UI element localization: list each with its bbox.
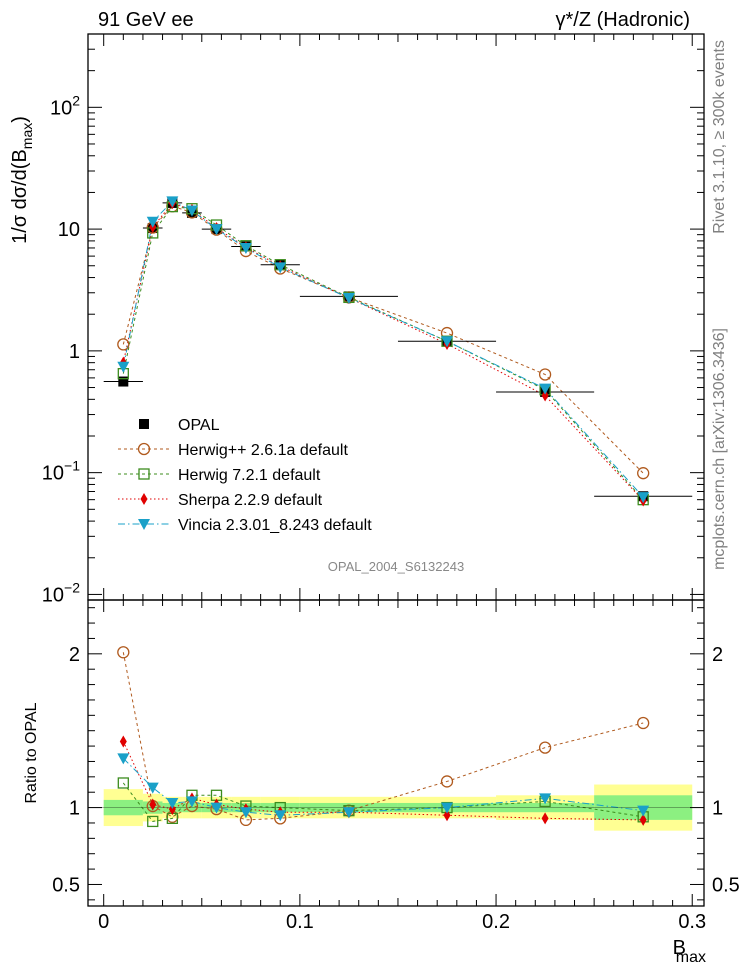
- title-left: 91 GeV ee: [98, 9, 194, 31]
- y-tick-label: 1: [69, 341, 80, 363]
- series-3-point: [239, 242, 252, 254]
- ratio-2-point: [639, 813, 647, 826]
- series-3-point: [274, 262, 287, 274]
- ratio-3-point: [539, 793, 552, 805]
- y-tick-base: 10: [42, 584, 64, 606]
- x-tick-label: 0.2: [482, 911, 510, 933]
- ratio-2-point: [443, 809, 451, 822]
- ratio-3-point: [117, 753, 130, 765]
- ratio-2-point: [149, 798, 157, 811]
- ratio-0-point: [538, 741, 552, 754]
- x-axis-label-sub: max: [676, 949, 706, 966]
- opal-point: [118, 376, 129, 387]
- ratio-line-0: [122, 652, 644, 821]
- ratio-3-point: [637, 805, 650, 817]
- ratio-1-point: [147, 815, 159, 828]
- y-axis-label-main: 1/σ dσ/d(B: [9, 149, 31, 244]
- y-tick-exponent: −1: [64, 458, 80, 474]
- analysis-watermark: OPAL_2004_S6132243: [328, 559, 464, 574]
- y-axis-label: 1/σ dσ/d(Bmax): [9, 116, 35, 244]
- y-tick-exponent: 2: [72, 92, 80, 108]
- legend-opal-label: OPAL: [178, 417, 220, 434]
- legend-opal-marker: [139, 419, 149, 429]
- ratio-line-1: [122, 782, 644, 822]
- ratio-3-point: [441, 802, 454, 814]
- ratio-3-point: [274, 810, 287, 822]
- ratio-3-point: [342, 807, 355, 819]
- legend-marker-2: [140, 493, 148, 505]
- y-tick-label: 10: [58, 219, 80, 241]
- series-3-point: [637, 492, 650, 504]
- series-3-point: [146, 216, 159, 228]
- ratio-2-point: [541, 812, 549, 825]
- main-plot-frame: [87, 33, 705, 601]
- rivet-info: Rivet 3.1.10, ≥ 300k events: [711, 40, 728, 234]
- ratio-2-point: [168, 803, 176, 816]
- title-right: γ*/Z (Hadronic): [556, 9, 690, 31]
- series-3-point: [210, 224, 223, 236]
- legend: OPAL Herwig++ 2.6.1a default Herwig 7.2.1 …: [118, 417, 372, 534]
- ratio-3-point: [146, 782, 159, 794]
- svg-text:1/σ dσ/d(Bmax): 1/σ dσ/d(Bmax): [9, 116, 35, 244]
- y-tick-label: 10−2: [42, 579, 80, 606]
- ratio-tick-label: 2: [69, 644, 80, 666]
- mcplots-info: mcplots.cern.ch [arXiv:1306.3436]: [711, 328, 728, 570]
- series-3-point: [166, 196, 179, 208]
- x-tick-label: 0.3: [678, 911, 706, 933]
- ratio-3-point: [210, 802, 223, 814]
- ratio-tick-label-right: 2: [712, 644, 723, 666]
- y-tick-base: 10: [58, 219, 80, 241]
- y-tick-label: 10−1: [42, 458, 80, 485]
- y-tick-exponent: −2: [64, 579, 80, 595]
- y-tick-label: 102: [50, 92, 80, 119]
- ratio-1-point: [117, 777, 129, 789]
- series-lines: [88, 200, 704, 822]
- ratio-0-point: [117, 646, 130, 659]
- series-3-point: [342, 292, 355, 304]
- series-0-point: [117, 338, 130, 351]
- legend-label-1: Herwig 7.2.1 default: [178, 467, 321, 484]
- ratio-tick-label-right: 1: [712, 798, 723, 820]
- legend-marker-3: [138, 519, 150, 530]
- ratio-0-point: [440, 775, 454, 788]
- x-axis-label-main: B: [673, 937, 686, 959]
- ratio-tick-label: 0.5: [52, 874, 80, 896]
- x-tick-label: 0: [98, 911, 109, 933]
- ratio-plot-frame: [87, 599, 705, 907]
- ratio-tick-label-right: 0.5: [712, 874, 740, 896]
- series-3-point: [539, 383, 552, 395]
- ratio-0-point: [637, 716, 650, 730]
- x-tick-label: 0.1: [286, 911, 314, 933]
- y-axis-label-sub: max: [19, 123, 35, 149]
- legend-marker-1: [138, 468, 150, 480]
- ratio-2-point: [119, 735, 127, 748]
- ratio-axis-label: Ratio to OPAL: [23, 702, 40, 803]
- series-3-point: [117, 361, 130, 373]
- y-axis-label-close: ): [9, 116, 31, 123]
- series-3-point: [441, 336, 454, 348]
- series-line-2: [122, 202, 644, 501]
- ratio-tick-label: 1: [69, 798, 80, 820]
- ratio-3-point: [166, 797, 179, 809]
- series-0-point: [637, 467, 650, 480]
- legend-label-2: Sherpa 2.2.9 default: [178, 492, 323, 509]
- data-markers: [103, 196, 693, 828]
- ratio-line-2: [122, 741, 644, 821]
- y-tick-base: 10: [42, 463, 64, 485]
- ratio-3-point: [185, 796, 198, 808]
- ratio-3-point: [239, 807, 252, 819]
- series-0-point: [538, 368, 552, 381]
- y-tick-base: 1: [69, 341, 80, 363]
- legend-label-0: Herwig++ 2.6.1a default: [178, 442, 348, 459]
- series-2-point: [541, 389, 549, 402]
- legend-marker-0: [137, 442, 151, 456]
- legend-label-3: Vincia 2.3.01_8.243 default: [178, 517, 372, 534]
- y-tick-base: 10: [50, 97, 72, 119]
- series-3-point: [185, 205, 198, 217]
- x-axis-label: B max: [673, 937, 706, 966]
